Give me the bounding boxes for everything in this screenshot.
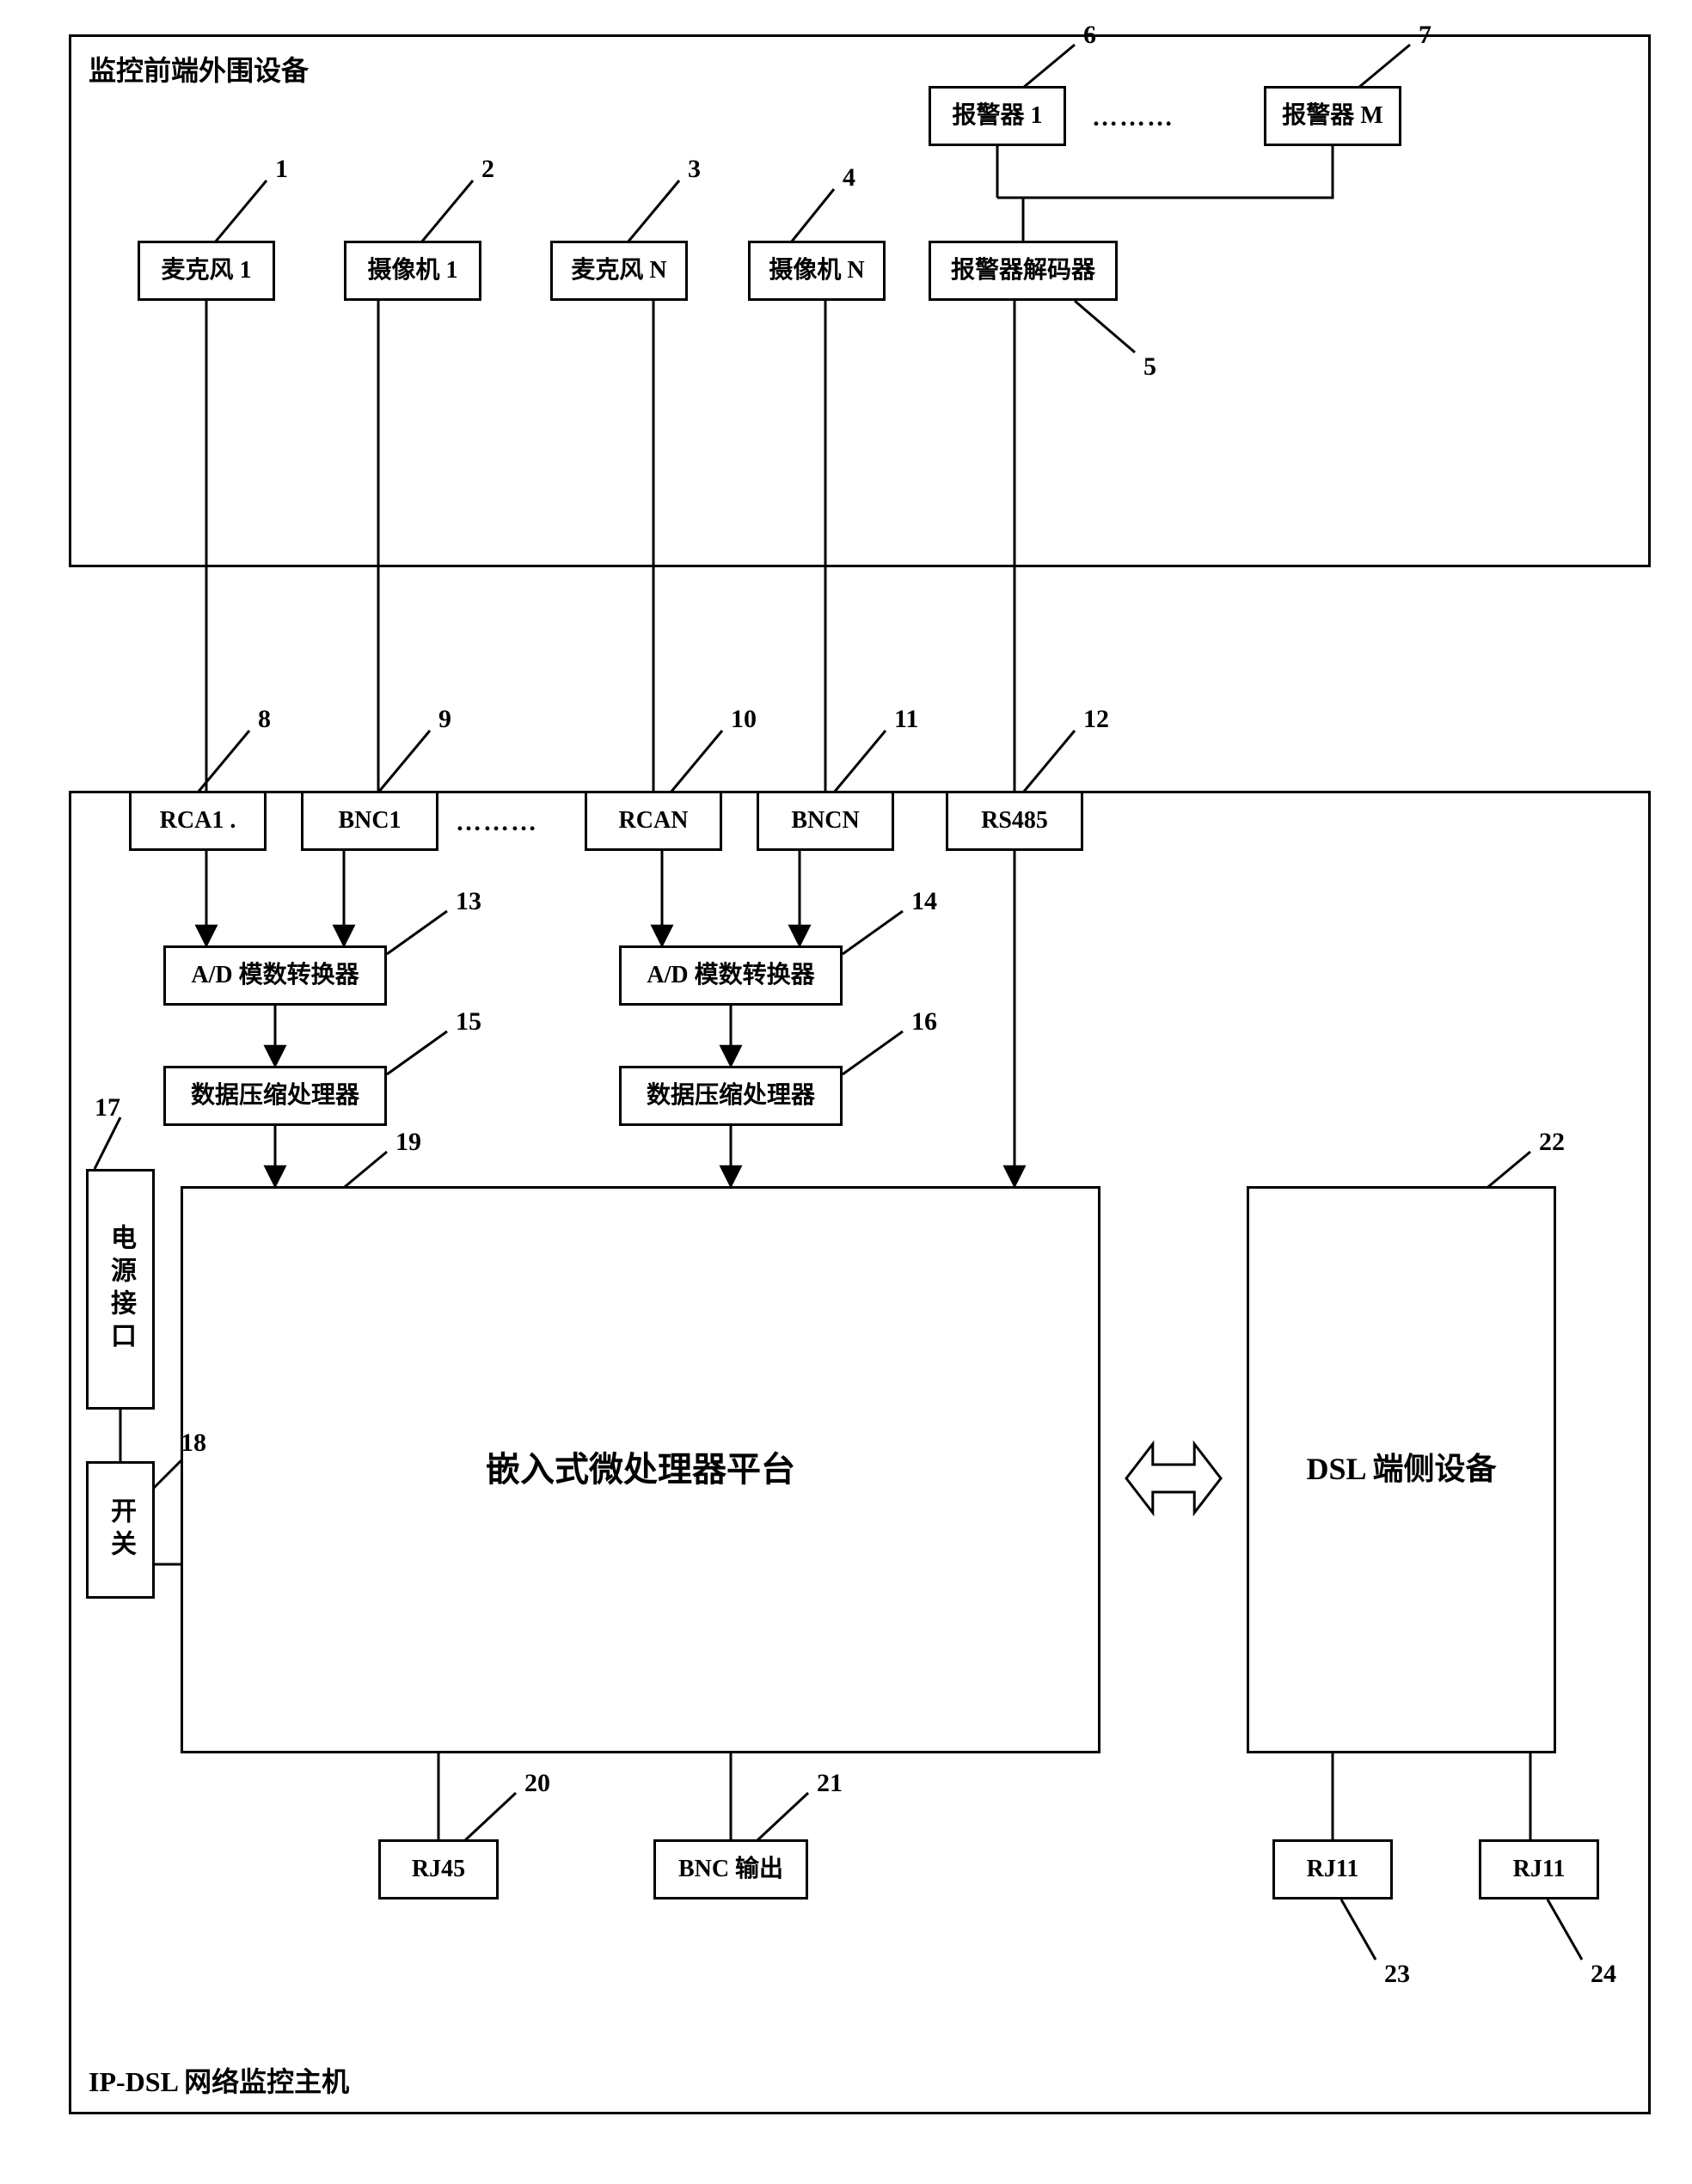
callout-n17: 17 <box>95 1093 120 1123</box>
node-compress-2: 数据压缩处理器 <box>619 1066 843 1126</box>
callout-n1: 1 <box>275 155 288 184</box>
callout-n3: 3 <box>688 155 701 184</box>
frame-bottom-label: IP-DSL 网络监控主机 <box>89 2060 349 2100</box>
node-bnc-out: BNC 输出 <box>653 1839 808 1900</box>
callout-n21: 21 <box>817 1769 843 1798</box>
callout-n11: 11 <box>894 705 918 734</box>
node-rca1: RCA1 . <box>129 791 267 851</box>
node-compress-1: 数据压缩处理器 <box>163 1066 387 1126</box>
node-mcu-platform: 嵌入式微处理器平台 <box>181 1186 1100 1753</box>
callout-n15: 15 <box>456 1007 481 1037</box>
ellipsis-ports: ……… <box>456 808 538 837</box>
node-bncn: BNCN <box>757 791 894 851</box>
node-mic-n: 麦克风 N <box>550 241 688 301</box>
callout-n20: 20 <box>524 1769 550 1798</box>
node-camera-1: 摄像机 1 <box>344 241 481 301</box>
node-alarm-m: 报警器 M <box>1264 86 1401 146</box>
frame-top-label: 监控前端外围设备 <box>89 49 309 89</box>
callout-n23: 23 <box>1384 1960 1410 1989</box>
callout-n4: 4 <box>843 163 855 193</box>
callout-n18: 18 <box>181 1428 206 1458</box>
callout-n19: 19 <box>395 1128 421 1157</box>
node-dsl-cpe: DSL 端侧设备 <box>1247 1186 1556 1753</box>
ellipsis-alarms: ……… <box>1092 103 1174 132</box>
callout-n10: 10 <box>731 705 757 734</box>
callout-n8: 8 <box>258 705 271 734</box>
callout-n22: 22 <box>1539 1128 1565 1157</box>
callout-n2: 2 <box>481 155 494 184</box>
callout-n16: 16 <box>911 1007 937 1037</box>
node-rj11-b: RJ11 <box>1479 1839 1599 1900</box>
node-adc-1: A/D 模数转换器 <box>163 945 387 1006</box>
node-power-port: 电源接口 <box>86 1169 155 1410</box>
node-bnc1: BNC1 <box>301 791 438 851</box>
node-adc-2: A/D 模数转换器 <box>619 945 843 1006</box>
node-camera-n: 摄像机 N <box>748 241 886 301</box>
node-switch: 开关 <box>86 1461 155 1599</box>
callout-n13: 13 <box>456 887 481 916</box>
callout-n6: 6 <box>1083 21 1096 50</box>
node-rcan: RCAN <box>585 791 722 851</box>
node-rj45: RJ45 <box>378 1839 499 1900</box>
node-alarm-decoder: 报警器解码器 <box>929 241 1118 301</box>
frame-top: 监控前端外围设备 <box>69 34 1651 567</box>
node-rs485: RS485 <box>946 791 1083 851</box>
diagram-canvas: 监控前端外围设备 IP-DSL 网络监控主机 麦克风 1 摄像机 1 麦克风 N… <box>34 34 1658 2150</box>
callout-n5: 5 <box>1143 352 1156 382</box>
callout-n7: 7 <box>1419 21 1431 50</box>
node-alarm-1: 报警器 1 <box>929 86 1066 146</box>
callout-n9: 9 <box>438 705 451 734</box>
node-rj11-a: RJ11 <box>1272 1839 1393 1900</box>
callout-n12: 12 <box>1083 705 1109 734</box>
callout-n14: 14 <box>911 887 937 916</box>
callout-n24: 24 <box>1591 1960 1616 1989</box>
node-mic-1: 麦克风 1 <box>138 241 275 301</box>
